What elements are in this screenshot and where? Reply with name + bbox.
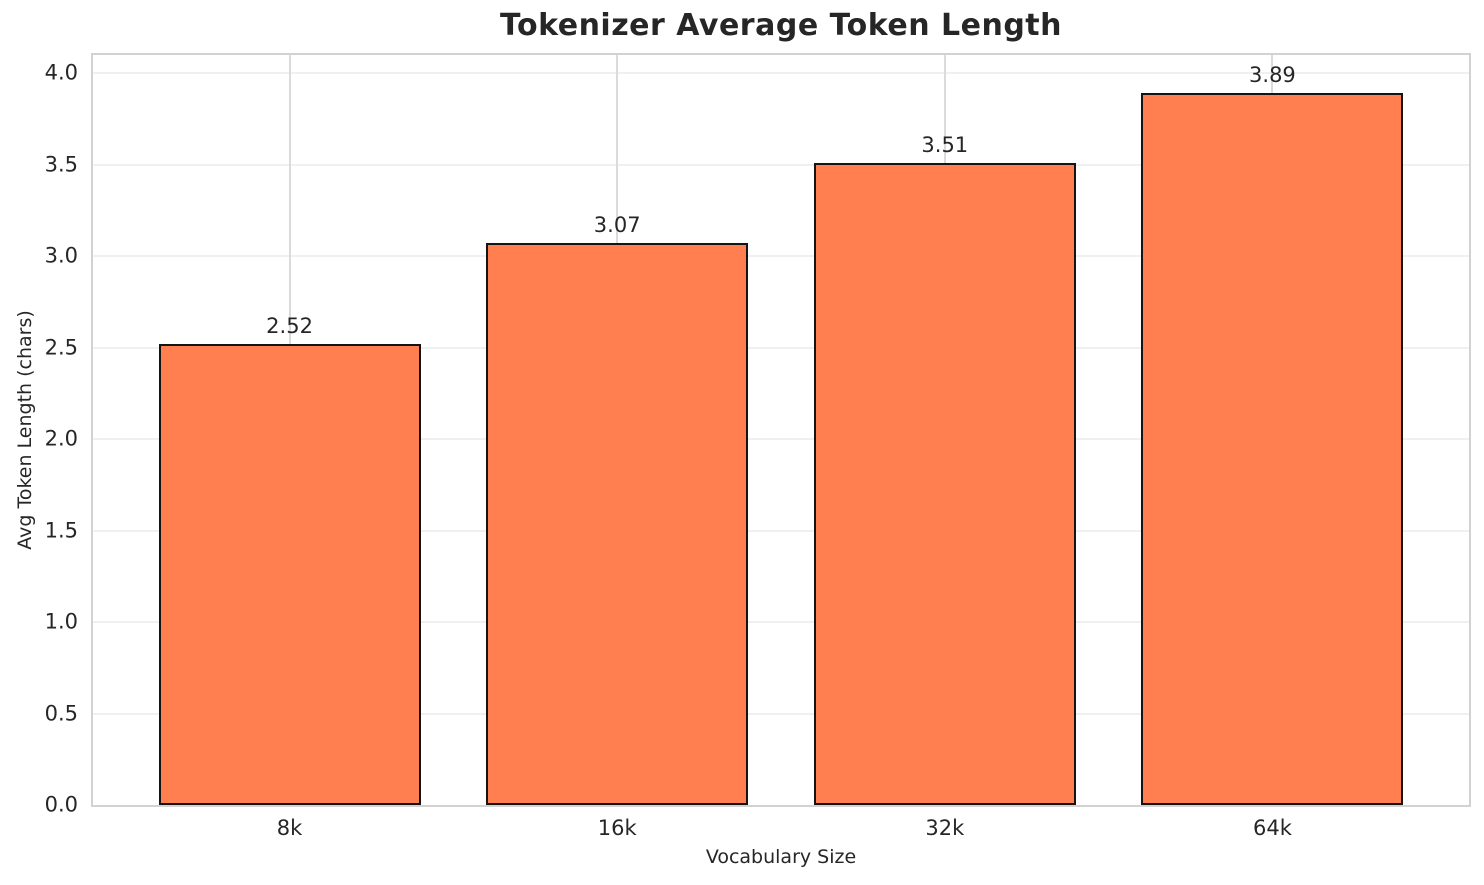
y-tick-label: 3.5 (44, 152, 78, 177)
horizontal-gridline (93, 346, 1469, 349)
y-tick-label: 2.0 (44, 426, 78, 451)
x-axis-label: Vocabulary Size (705, 846, 857, 868)
x-tick-label: 8k (276, 816, 303, 840)
bar-value-label: 2.52 (266, 314, 313, 339)
bar-value-label: 3.07 (593, 213, 641, 238)
y-tick-label: 0.5 (44, 701, 78, 726)
horizontal-gridline (93, 72, 1469, 75)
horizontal-gridline (93, 712, 1469, 715)
y-tick-label: 4.0 (44, 60, 78, 85)
y-axis-label: Avg Token Length (chars) (14, 310, 36, 550)
bar-16k (486, 243, 749, 805)
y-tick-label: 2.5 (44, 335, 78, 360)
x-tick-label: 32k (925, 816, 965, 840)
chart-title: Tokenizer Average Token Length (499, 8, 1062, 43)
x-tick-label: 16k (597, 816, 637, 840)
y-tick-label: 1.0 (44, 609, 78, 634)
bar-value-label: 3.89 (1249, 63, 1296, 88)
horizontal-gridline (93, 529, 1469, 532)
horizontal-gridline (93, 438, 1469, 441)
bar-32k (813, 162, 1076, 805)
horizontal-gridline (93, 163, 1469, 166)
bar-64k (1141, 93, 1404, 805)
y-tick-label: 1.5 (44, 518, 78, 543)
bar-value-label: 3.51 (921, 132, 969, 157)
bar-8k (158, 344, 421, 805)
y-tick-label: 3.0 (44, 243, 78, 268)
horizontal-gridline (93, 621, 1469, 624)
horizontal-gridline (93, 255, 1469, 258)
y-tick-label: 0.0 (44, 792, 78, 817)
plot-area: 0.0 0.5 1.0 1.5 2.0 2.5 3.0 3.5 4.0 2.52 8k 3.07 16k… (45, 53, 1471, 839)
x-tick-label: 64k (1252, 816, 1292, 840)
